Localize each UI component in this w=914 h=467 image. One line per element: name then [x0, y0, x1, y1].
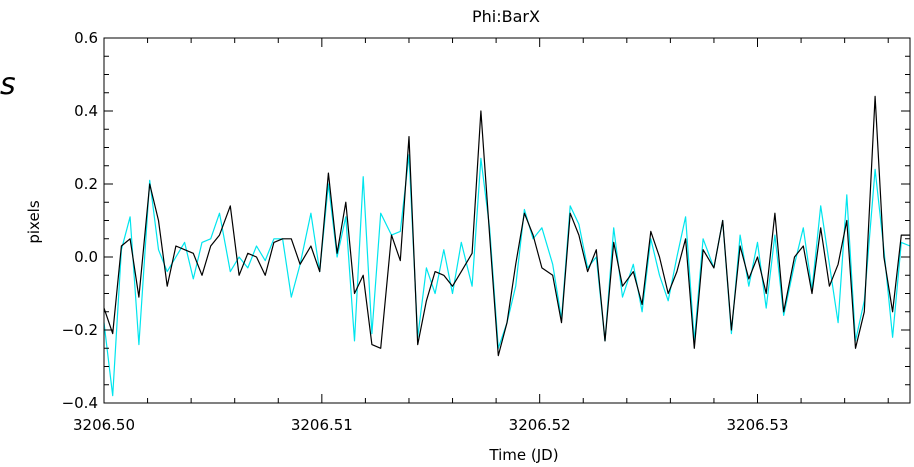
chart-title: Phi:BarX	[472, 7, 540, 26]
x-axis-title: Time (JD)	[488, 446, 558, 464]
x-tick-label: 3206.50	[73, 416, 135, 434]
y-tick-label: 0.2	[74, 175, 98, 193]
y-tick-label: 0.6	[74, 29, 98, 47]
x-tick-label: 3206.52	[509, 416, 571, 434]
plot-area: 3206.50 3206.51 3206.52 3206.53 −0.4 −0.2 0.0 0…	[62, 29, 911, 434]
series-line-1	[103, 95, 910, 357]
y-tick-label: 0.4	[74, 102, 98, 120]
y-tick-label: −0.2	[62, 321, 98, 339]
y-axis-title: pixels	[25, 200, 43, 244]
y-tick-label: −0.4	[62, 394, 98, 412]
cut-off-left-text: s	[0, 67, 16, 102]
y-tick-label: 0.0	[74, 248, 98, 266]
series-line-2	[103, 154, 911, 397]
x-tick-label: 3206.51	[291, 416, 353, 434]
x-tick-label: 3206.53	[726, 416, 788, 434]
